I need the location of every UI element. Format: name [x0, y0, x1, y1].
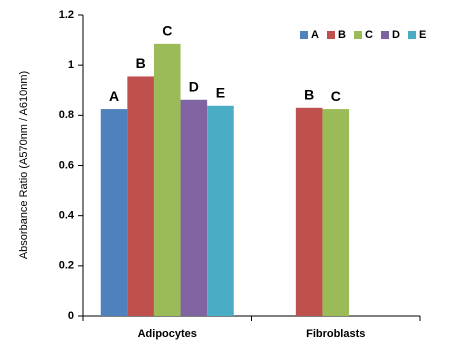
bar	[180, 99, 208, 316]
y-axis-label: Absorbance Ratio (A570nm / A610nm)	[18, 71, 30, 259]
data-label: A	[109, 88, 119, 104]
y-tick-label: 0.6	[59, 159, 74, 171]
legend-swatch	[381, 31, 389, 39]
data-label: B	[304, 87, 314, 103]
legend-label: E	[419, 29, 426, 41]
y-tick-label: 0	[68, 310, 74, 322]
legend-swatch	[354, 31, 362, 39]
data-label: C	[162, 23, 172, 39]
data-label: C	[331, 88, 341, 104]
legend-swatch	[300, 31, 308, 39]
y-tick-label: 1.2	[59, 9, 74, 21]
legend-swatch	[327, 31, 335, 39]
data-label: B	[136, 55, 146, 71]
y-tick-label: 0.8	[59, 109, 74, 121]
data-label: E	[216, 85, 225, 101]
bar	[127, 76, 154, 317]
y-tick-label: 0.2	[59, 260, 74, 272]
y-tick-label: 0.4	[59, 210, 75, 222]
x-tick-label: Adipocytes	[138, 328, 197, 340]
x-tick-label: Fibroblasts	[306, 328, 365, 340]
legend-label: B	[338, 29, 346, 41]
bar	[207, 105, 234, 316]
bar	[295, 107, 323, 316]
bar	[100, 109, 128, 316]
legend-label: A	[311, 29, 319, 41]
legend-label: D	[392, 29, 400, 41]
y-tick-label: 1	[68, 59, 74, 71]
data-label: D	[189, 78, 199, 94]
legend-swatch	[408, 31, 416, 39]
bar	[322, 109, 350, 316]
bar	[153, 43, 181, 317]
legend-label: C	[365, 29, 373, 41]
